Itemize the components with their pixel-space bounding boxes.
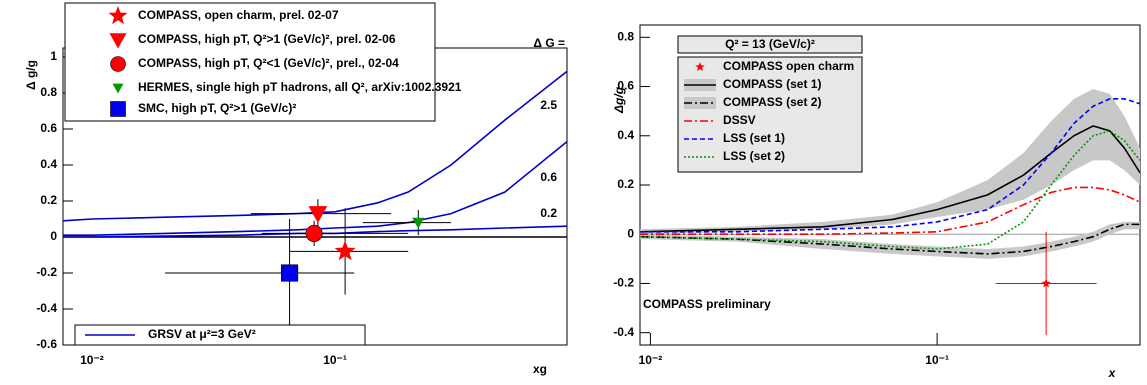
annotation: COMPASS preliminary bbox=[643, 297, 771, 311]
marker bbox=[412, 217, 425, 229]
x-axis-label: xg bbox=[533, 362, 547, 376]
legend-text: DSSV bbox=[723, 113, 756, 127]
error-band bbox=[640, 221, 1140, 259]
legend-marker bbox=[109, 33, 127, 49]
marker bbox=[334, 240, 356, 261]
curve-label-title: Δ G = bbox=[533, 36, 565, 50]
x-tick-label: 10⁻¹ bbox=[925, 353, 949, 367]
y-tick-label: 0.4 bbox=[40, 157, 57, 171]
y-tick-label: 0.8 bbox=[617, 29, 634, 43]
curve bbox=[640, 186, 1140, 236]
legend-box bbox=[64, 2, 436, 122]
x-axis-label: x bbox=[1108, 366, 1117, 380]
legend-text: COMPASS (set 1) bbox=[723, 77, 821, 91]
curve bbox=[640, 98, 1140, 233]
y-tick-label: 0 bbox=[627, 226, 634, 240]
marker bbox=[281, 264, 299, 282]
legend-marker bbox=[110, 101, 126, 117]
x-tick-label: 10⁻² bbox=[639, 353, 663, 367]
legend-text: HERMES, single high pT hadrons, all Q², … bbox=[138, 80, 462, 94]
y-tick-label: -0.6 bbox=[36, 337, 57, 351]
curve bbox=[63, 140, 567, 236]
y-tick-label: -0.2 bbox=[36, 265, 57, 279]
y-tick-label: -0.2 bbox=[613, 276, 634, 290]
legend-text: COMPASS, open charm, prel. 02-07 bbox=[138, 8, 339, 22]
marker bbox=[1041, 278, 1051, 288]
y-tick-label: -0.4 bbox=[36, 301, 57, 315]
legend-box bbox=[74, 324, 366, 346]
curve bbox=[63, 70, 567, 222]
y-tick-label: 0.8 bbox=[40, 85, 57, 99]
x-tick-label: 10⁻² bbox=[80, 353, 104, 367]
y-axis-label: Δ g/g bbox=[24, 60, 38, 90]
legend-marker bbox=[108, 6, 128, 25]
curve-label: 2.5 bbox=[540, 98, 557, 112]
legend-marker bbox=[695, 62, 705, 72]
y-tick-label: 0 bbox=[50, 229, 57, 243]
marker bbox=[305, 224, 323, 242]
error-band bbox=[640, 89, 1140, 235]
y-axis-label: Δg/g bbox=[612, 86, 626, 114]
curve-label: 0.2 bbox=[540, 206, 557, 220]
y-tick-label: 0.2 bbox=[617, 177, 634, 191]
x-tick-label: 10⁻¹ bbox=[323, 353, 347, 367]
legend-box bbox=[677, 56, 863, 173]
legend-marker bbox=[112, 83, 124, 94]
y-tick-label: 0.6 bbox=[617, 79, 634, 93]
y-tick-label: 1 bbox=[50, 49, 57, 63]
curve bbox=[640, 223, 1140, 255]
legend-title: Q² = 13 (GeV/c)² bbox=[725, 37, 815, 51]
marker bbox=[308, 206, 328, 223]
legend-text: LSS (set 1) bbox=[723, 131, 785, 145]
legend-text: COMPASS open charm bbox=[723, 59, 854, 73]
legend-text: COMPASS, high pT, Q²>1 (GeV/c)², prel. 0… bbox=[138, 32, 396, 46]
legend-text: GRSV at μ²=3 GeV² bbox=[148, 327, 256, 341]
legend-text: COMPASS, high pT, Q²<1 (GeV/c)², prel., … bbox=[138, 56, 399, 70]
legend-marker bbox=[110, 56, 126, 72]
legend-text: COMPASS (set 2) bbox=[723, 95, 821, 109]
legend-title-box bbox=[677, 35, 863, 54]
curve-label: 0.6 bbox=[540, 170, 557, 184]
legend-text: SMC, high pT, Q²>1 (GeV/c)² bbox=[138, 101, 296, 115]
y-tick-label: 0.2 bbox=[40, 193, 57, 207]
curve bbox=[640, 125, 1140, 233]
legend-text: LSS (set 2) bbox=[723, 149, 785, 163]
y-tick-label: 0.4 bbox=[617, 128, 634, 142]
y-tick-label: 0.6 bbox=[40, 121, 57, 135]
y-tick-label: -0.4 bbox=[613, 325, 634, 339]
